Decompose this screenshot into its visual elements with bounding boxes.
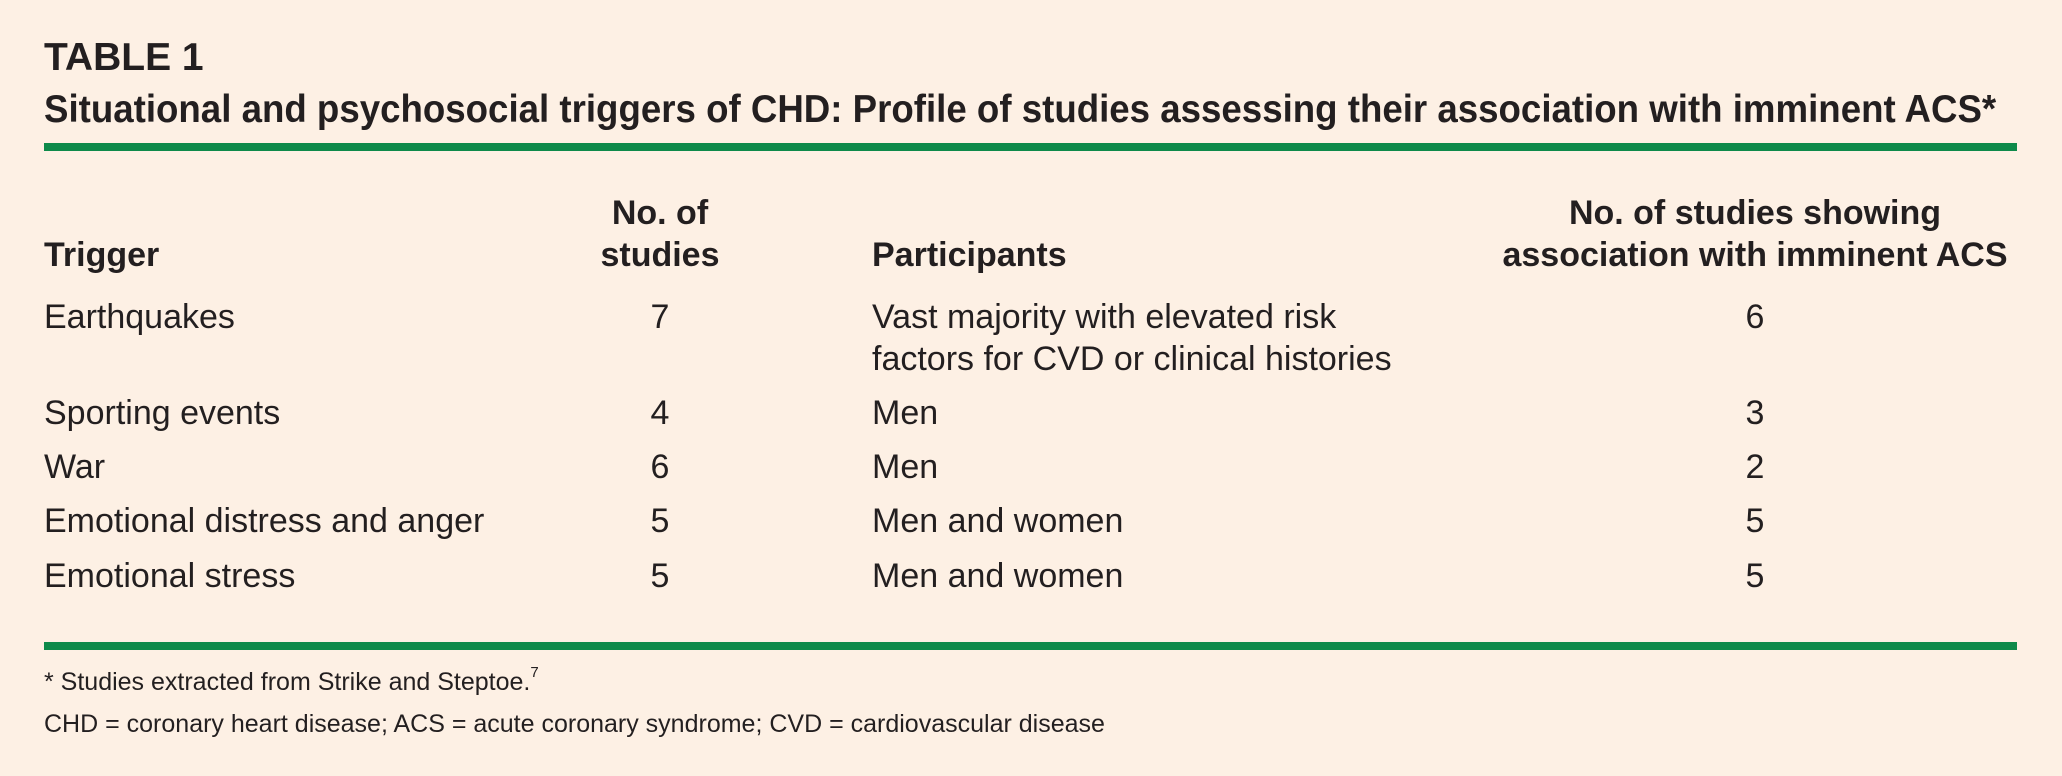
row-1-participants: Vast majority with elevated risk factors… xyxy=(872,296,1392,380)
row-5-assoc: 5 xyxy=(1745,557,1765,595)
table-label: TABLE 1 xyxy=(44,36,204,79)
row-2-assoc: 3 xyxy=(1745,394,1765,432)
header-trigger: Trigger xyxy=(44,236,160,274)
row-5-num: 5 xyxy=(650,557,670,595)
header-participants: Participants xyxy=(872,236,1067,274)
header-association: No. of studies showing association with … xyxy=(1470,192,2040,276)
row-2-num: 4 xyxy=(650,394,670,432)
row-4-assoc: 5 xyxy=(1745,502,1765,540)
top-rule xyxy=(44,143,2017,151)
table-caption: Situational and psychosocial triggers of… xyxy=(44,88,1997,131)
footnote-source: * Studies extracted from Strike and Step… xyxy=(44,664,539,697)
row-3-trigger: War xyxy=(44,448,106,486)
footnote-source-text: * Studies extracted from Strike and Step… xyxy=(44,668,531,696)
row-1-participants-line1: Vast majority with elevated risk xyxy=(872,298,1337,336)
row-1-trigger: Earthquakes xyxy=(44,298,235,336)
header-association-line1: No. of studies showing xyxy=(1568,194,1942,232)
row-4-participants: Men and women xyxy=(872,502,1124,540)
footnote-abbreviations: CHD = coronary heart disease; ACS = acut… xyxy=(44,710,1105,738)
row-2-participants: Men xyxy=(872,394,939,432)
row-5-trigger: Emotional stress xyxy=(44,557,296,595)
row-3-participants: Men xyxy=(872,448,939,486)
header-association-line2: association with imminent ACS xyxy=(1502,236,2008,274)
row-4-trigger: Emotional distress and anger xyxy=(44,502,485,540)
header-num-studies-line2: studies xyxy=(600,236,720,274)
bottom-rule xyxy=(44,642,2017,650)
header-num-studies-line1: No. of xyxy=(611,194,709,232)
row-1-participants-line2: factors for CVD or clinical histories xyxy=(872,340,1392,378)
row-3-assoc: 2 xyxy=(1745,448,1765,486)
header-num-studies: No. of studies xyxy=(560,192,760,276)
row-4-num: 5 xyxy=(650,502,670,540)
row-3-num: 6 xyxy=(650,448,670,486)
row-1-num: 7 xyxy=(650,298,670,336)
row-5-participants: Men and women xyxy=(872,557,1124,595)
row-2-trigger: Sporting events xyxy=(44,394,281,432)
row-1-assoc: 6 xyxy=(1745,298,1765,336)
footnote-reference: 7 xyxy=(530,664,539,681)
